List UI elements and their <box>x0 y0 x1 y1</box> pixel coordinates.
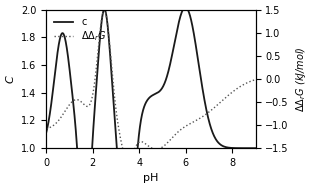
ΔΔᵣG <box>126 160 130 162</box>
ΔΔᵣG <box>254 78 257 81</box>
ΔΔᵣG <box>129 156 133 158</box>
ΔΔᵣG <box>44 128 48 130</box>
ΔΔᵣG <box>137 141 141 143</box>
c <box>44 132 48 134</box>
ΔΔᵣG <box>66 106 69 108</box>
X-axis label: pH: pH <box>143 174 159 184</box>
Y-axis label: $\Delta\Delta_r G$ (kJ/mol): $\Delta\Delta_r G$ (kJ/mol) <box>295 46 308 112</box>
c <box>189 16 192 19</box>
Y-axis label: C: C <box>6 75 16 83</box>
c <box>137 136 141 138</box>
ΔΔᵣG <box>212 107 216 109</box>
c <box>212 134 216 136</box>
ΔΔᵣG <box>189 122 192 125</box>
c <box>184 6 187 9</box>
Line: ΔΔᵣG: ΔΔᵣG <box>46 10 256 161</box>
ΔΔᵣG <box>102 9 106 11</box>
ΔΔᵣG <box>208 110 212 112</box>
Legend: c, $\Delta\Delta_r G$: c, $\Delta\Delta_r G$ <box>51 14 110 46</box>
Line: c: c <box>46 7 256 189</box>
c <box>254 147 257 149</box>
c <box>208 124 212 126</box>
c <box>66 53 69 55</box>
